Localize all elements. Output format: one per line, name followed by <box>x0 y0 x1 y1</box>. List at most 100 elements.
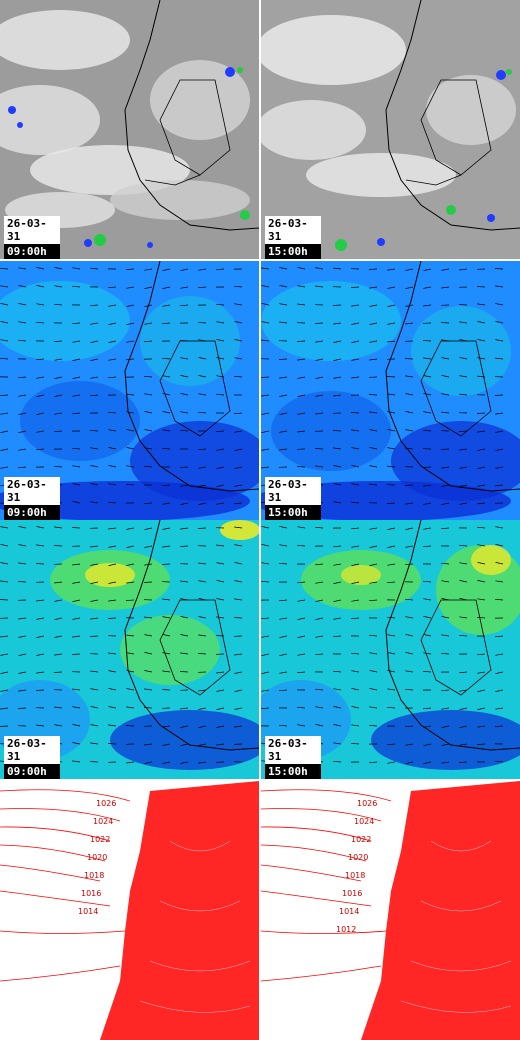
wind-arrow <box>216 448 225 451</box>
wind-arrow <box>198 375 207 378</box>
wind-arrow <box>18 689 27 692</box>
wind-arrow <box>71 653 81 655</box>
wind-arrow <box>54 267 63 270</box>
wind-arrow <box>108 545 117 548</box>
wind-arrow <box>369 286 378 289</box>
wind-arrow <box>351 581 360 584</box>
wind-arrow <box>351 670 360 673</box>
wind-arrow <box>108 501 117 504</box>
wind-low-panel-0900: 26-03-31 09:00h <box>0 261 259 520</box>
wind-arrow <box>333 599 342 602</box>
wind-arrow <box>234 544 243 547</box>
wind-arrow <box>423 670 432 673</box>
wind-arrow <box>72 563 81 566</box>
wind-arrow <box>405 563 414 566</box>
wind-arrow <box>315 599 324 602</box>
wind-arrow <box>333 635 342 638</box>
wind-arrow <box>72 483 81 486</box>
wind-arrow <box>180 725 189 728</box>
wind-arrow <box>369 483 378 486</box>
pressure-map: 1026 1024 1022 1020 1018 1016 1014 1012 <box>261 781 520 1040</box>
wind-arrow <box>423 268 432 271</box>
wind-arrow <box>17 707 27 709</box>
wind-arrow <box>126 411 135 414</box>
wind-arrow <box>477 707 486 710</box>
wind-arrow <box>180 580 189 583</box>
isobar-label: 1022 <box>351 835 371 844</box>
wind-arrow <box>54 376 63 379</box>
wind-arrow <box>54 706 63 709</box>
wind-arrow <box>180 375 189 378</box>
isobar-label: 1026 <box>357 799 377 808</box>
wind-arrow <box>126 688 135 691</box>
wind-arrow <box>234 285 243 288</box>
wind-arrow <box>0 321 9 324</box>
wind-arrow <box>297 376 306 379</box>
wind-arrow <box>315 635 324 638</box>
wind-arrow <box>369 304 378 307</box>
wind-arrow <box>126 286 135 289</box>
wind-arrow <box>18 430 27 433</box>
wind-arrow <box>495 671 504 674</box>
wind-arrow <box>459 339 468 342</box>
wind-arrow <box>261 635 270 638</box>
wind-arrow <box>351 742 360 745</box>
wind-arrow <box>234 430 243 433</box>
isobar-label: 1022 <box>90 835 110 844</box>
wind-arrow <box>72 742 81 745</box>
wind-arrow <box>54 617 63 620</box>
wind-arrow <box>215 635 225 637</box>
wind-arrow <box>144 447 153 450</box>
wind-vectors <box>261 526 504 764</box>
wind-arrow <box>315 653 324 656</box>
wind-arrow <box>494 394 504 396</box>
date-label: 26-03-31 <box>4 736 60 764</box>
wind-arrow <box>351 688 360 691</box>
wind-arrow <box>108 652 117 655</box>
wind-arrow <box>369 670 378 673</box>
wind-arrow <box>198 502 207 505</box>
wind-arrow <box>369 581 378 584</box>
wind-arrow <box>144 304 153 307</box>
wind-arrow <box>54 358 63 361</box>
wind-arrow <box>0 653 9 656</box>
wind-arrow <box>126 268 135 271</box>
wind-arrow <box>162 268 171 271</box>
wind-arrow <box>179 671 189 673</box>
wind-arrow <box>423 484 432 487</box>
wind-arrow <box>234 580 243 583</box>
wind-arrow <box>261 285 270 288</box>
wind-arrow <box>333 688 342 691</box>
wind-arrow <box>126 429 135 432</box>
wind-arrow <box>36 599 45 602</box>
wind-arrow <box>54 303 63 306</box>
wind-arrow <box>405 743 414 746</box>
wind-arrow <box>162 357 171 360</box>
wind-arrow <box>441 598 450 601</box>
wind-arrow <box>18 267 27 270</box>
wind-arrow <box>198 725 207 728</box>
wind-arrow <box>387 743 396 746</box>
wind-arrow <box>315 581 324 584</box>
wind-arrow <box>216 321 225 324</box>
wind-arrow <box>279 285 288 288</box>
wind-arrow <box>315 267 324 270</box>
wind-arrow <box>297 394 306 397</box>
wind-arrow <box>297 581 306 584</box>
wind-arrow <box>36 303 45 306</box>
wind-arrow <box>351 706 360 709</box>
wind-arrow <box>108 411 117 414</box>
wind-arrow <box>18 412 27 415</box>
wind-arrow <box>423 375 432 378</box>
wind-arrow <box>495 653 504 656</box>
wind-arrow <box>369 358 378 361</box>
wind-arrow <box>315 376 324 379</box>
wind-arrow <box>234 339 243 342</box>
wind-arrow <box>441 652 450 655</box>
wind-arrow <box>495 285 504 288</box>
wind-arrow <box>279 267 288 270</box>
wind-arrow <box>261 671 270 674</box>
wind-arrow <box>261 580 270 583</box>
wind-arrow <box>495 544 504 547</box>
wind-arrow <box>405 304 414 307</box>
